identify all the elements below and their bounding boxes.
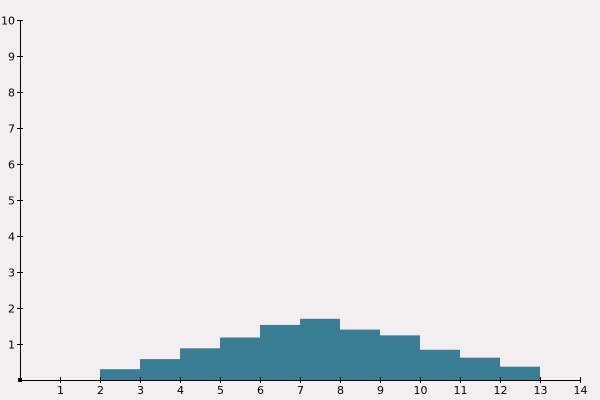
bar-7-8 — [300, 318, 340, 380]
x-tick-label-12: 12 — [494, 384, 508, 397]
bar-6-7 — [260, 324, 300, 380]
bar-5-6 — [220, 337, 260, 380]
y-tick-label-5: 5 — [8, 195, 15, 208]
y-tick-label-3: 3 — [8, 267, 15, 280]
x-tick-label-2: 2 — [97, 384, 104, 397]
origin-marker — [18, 378, 22, 382]
x-tick-label-7: 7 — [297, 384, 304, 397]
y-axis: 1 2 3 4 5 6 7 8 9 10 — [1, 15, 23, 380]
x-tick-label-5: 5 — [217, 384, 224, 397]
y-tick-label-10: 10 — [1, 15, 15, 28]
bars-layer — [100, 318, 540, 380]
x-tick-label-1: 1 — [57, 384, 64, 397]
bar-4-5 — [180, 348, 220, 380]
x-tick-label-9: 9 — [377, 384, 384, 397]
x-tick-label-11: 11 — [454, 384, 468, 397]
x-tick-label-4: 4 — [177, 384, 184, 397]
x-axis: 1 2 3 4 5 6 7 8 9 10 11 12 13 14 — [20, 377, 588, 397]
x-tick-label-13: 13 — [534, 384, 548, 397]
x-tick-label-10: 10 — [414, 384, 428, 397]
y-tick-label-6: 6 — [8, 159, 15, 172]
bar-2-3 — [100, 369, 140, 380]
y-tick-label-2: 2 — [8, 303, 15, 316]
bar-8-9 — [340, 329, 380, 380]
y-tick-label-1: 1 — [8, 339, 15, 352]
bar-9-10 — [380, 335, 420, 380]
x-tick-label-3: 3 — [137, 384, 144, 397]
y-tick-label-4: 4 — [8, 231, 15, 244]
y-tick-label-9: 9 — [8, 51, 15, 64]
bar-11-12 — [460, 357, 500, 380]
bar-10-11 — [420, 349, 460, 380]
x-tick-label-14: 14 — [574, 384, 588, 397]
bar-3-4 — [140, 359, 180, 380]
y-tick-label-8: 8 — [8, 87, 15, 100]
bar-12-13 — [500, 366, 540, 380]
y-tick-label-7: 7 — [8, 123, 15, 136]
x-tick-label-6: 6 — [257, 384, 264, 397]
x-tick-label-8: 8 — [337, 384, 344, 397]
